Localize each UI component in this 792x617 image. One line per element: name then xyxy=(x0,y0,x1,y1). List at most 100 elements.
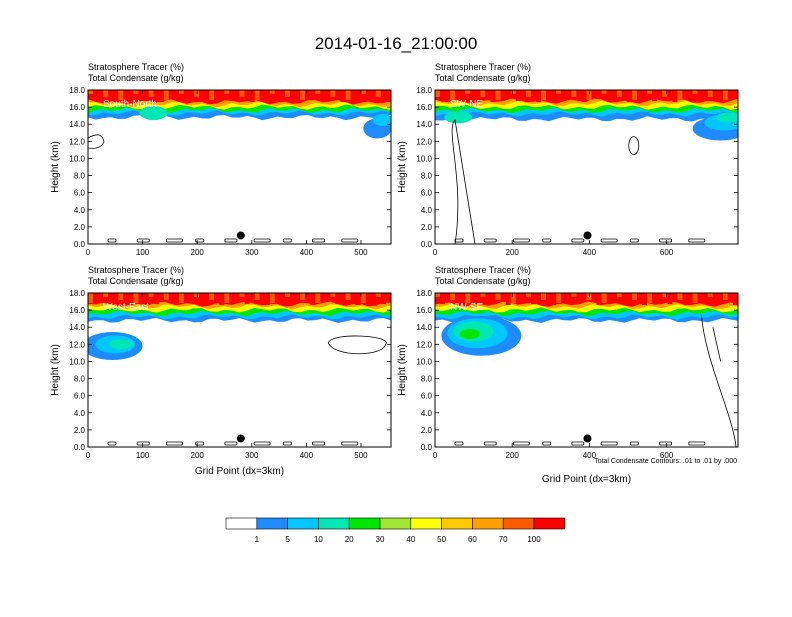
tracer-spike xyxy=(315,293,321,303)
y-tick-label: 10.0 xyxy=(416,154,432,163)
tracer-spike xyxy=(581,293,587,302)
tracer-spike xyxy=(460,90,466,96)
tracer-spike xyxy=(183,293,189,301)
panel-title-line: Total Condensate (g/kg) xyxy=(88,276,184,286)
y-axis-label: Height (km) xyxy=(397,344,408,396)
tracer-spike xyxy=(194,293,200,297)
y-tick-label: 18.0 xyxy=(416,86,432,95)
contour-line xyxy=(224,441,238,446)
tracer-spike xyxy=(525,90,531,97)
tracer-spike xyxy=(370,90,376,99)
tracer-spike xyxy=(189,293,194,299)
tracer-spike xyxy=(717,293,723,302)
tracer-spike xyxy=(586,90,592,100)
tracer-spike xyxy=(485,90,491,95)
tracer-spike xyxy=(541,293,546,300)
y-tick-label: 14.0 xyxy=(416,120,432,129)
tracer-spike xyxy=(662,90,668,97)
x-tick-label: 100 xyxy=(136,451,150,460)
tracer-spike xyxy=(98,90,104,99)
colorbar-label: 20 xyxy=(345,535,354,544)
tracer-spike xyxy=(199,293,205,304)
colorbar-swatch xyxy=(379,517,412,530)
colorbar-label: 50 xyxy=(437,535,446,544)
tracer-spike xyxy=(365,293,371,301)
panels: 0.0 2.0 4.0 6.0 8.0 10.0 12.0 14.0 16.0 18.0 0 100 2… xyxy=(50,62,739,485)
contour-line xyxy=(253,238,271,243)
x-tick-label: 400 xyxy=(583,451,597,460)
tracer-spike xyxy=(475,293,481,299)
contour-line xyxy=(659,441,672,446)
contour-line xyxy=(282,441,292,446)
tracer-spike xyxy=(310,90,316,96)
tracer-spike xyxy=(733,90,738,96)
tracer-spike xyxy=(652,90,658,101)
tracer-field xyxy=(88,293,391,361)
tracer-spike xyxy=(360,293,366,303)
tracer-spike xyxy=(148,293,154,297)
tracer-blob xyxy=(139,106,168,121)
tracer-spike xyxy=(551,90,557,96)
colorbar: 1 5 10 20 30 40 50 60 70 100 xyxy=(225,517,566,544)
tracer-spike xyxy=(475,90,481,99)
y-tick-label: 12.0 xyxy=(69,137,85,146)
tracer-spike xyxy=(178,293,184,303)
contour-line xyxy=(659,238,672,243)
y-tick-label: 4.0 xyxy=(421,206,433,215)
tracer-spike xyxy=(153,293,159,304)
tracer-blob xyxy=(459,329,480,340)
tracer-spike xyxy=(591,293,597,298)
tracer-spike xyxy=(611,293,617,299)
panel-west-east: 0.0 2.0 4.0 6.0 8.0 10.0 12.0 14.0 16.0 18.0 0 100 2… xyxy=(50,265,392,477)
tracer-spike xyxy=(259,293,265,298)
tracer-spike xyxy=(662,293,668,297)
panel-title-line: Stratosphere Tracer (%) xyxy=(435,265,531,275)
tracer-spike xyxy=(133,90,139,94)
y-tick-label: 6.0 xyxy=(74,189,86,198)
contour-line xyxy=(483,238,497,243)
tracer-spike xyxy=(360,90,366,94)
tracer-spike xyxy=(330,293,336,297)
tracer-spike xyxy=(138,90,144,101)
contour-line xyxy=(688,238,706,243)
colorbar-label: 10 xyxy=(314,535,323,544)
tracer-spike xyxy=(158,90,164,102)
tracer-spike xyxy=(284,293,290,297)
tracer-spike xyxy=(576,293,582,304)
tracer-spike xyxy=(727,90,733,98)
tracer-spike xyxy=(440,293,446,304)
tracer-spike xyxy=(214,90,220,98)
tracer-spike xyxy=(687,90,693,96)
contour-line xyxy=(341,441,359,446)
tracer-spike xyxy=(632,90,637,100)
contour-line xyxy=(542,238,552,243)
tracer-spike xyxy=(300,90,306,100)
tracer-spike xyxy=(163,90,169,100)
tracer-spike xyxy=(370,293,376,299)
tracer-spike xyxy=(320,90,326,101)
x-tick-label: 400 xyxy=(300,451,314,460)
y-tick-label: 4.0 xyxy=(421,409,433,418)
x-tick-label: 500 xyxy=(354,451,368,460)
tracer-spike xyxy=(632,293,637,300)
contour-line xyxy=(454,441,464,446)
y-tick-label: 12.0 xyxy=(69,340,85,349)
tracer-spike xyxy=(340,293,346,302)
tracer-band-100 xyxy=(88,293,391,307)
y-tick-label: 8.0 xyxy=(74,172,86,181)
tracer-spike xyxy=(657,90,663,99)
tracer-spike xyxy=(531,293,536,304)
tracer-spike xyxy=(465,90,471,94)
contour-line xyxy=(312,441,326,446)
contour-line xyxy=(253,441,271,446)
tracer-spike xyxy=(173,293,179,305)
tracer-spike xyxy=(345,293,351,300)
colorbar-swatch xyxy=(410,517,442,530)
contour-line xyxy=(628,136,640,156)
y-tick-label: 0.0 xyxy=(421,443,433,452)
tracer-blob xyxy=(716,112,738,123)
tracer-spike xyxy=(204,293,210,302)
tracer-spike xyxy=(505,90,511,96)
contour-line xyxy=(629,238,639,243)
